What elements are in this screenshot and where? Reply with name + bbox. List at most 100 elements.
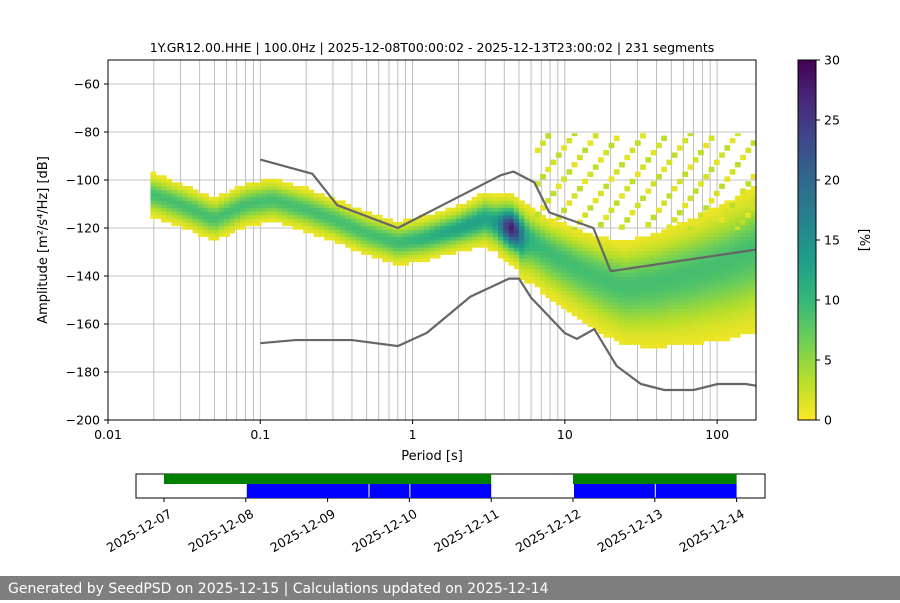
heatmap-cell: [182, 207, 188, 212]
heatmap-cell: [687, 272, 694, 277]
heatmap-cell: [598, 286, 604, 291]
heatmap-cell: [598, 315, 604, 320]
heatmap-cell: [171, 211, 178, 216]
heatmap-cell: [603, 183, 610, 187]
heatmap-cell: [619, 312, 625, 317]
heatmap-cell: [513, 204, 520, 209]
heatmap-cell: [713, 207, 720, 212]
heatmap-cell: [429, 214, 436, 219]
heatmap-cell: [645, 286, 652, 291]
heatmap-cell: [524, 211, 531, 216]
heatmap-cell: [376, 214, 383, 219]
heatmap-cell: [703, 240, 710, 245]
heatmap-cell: [176, 222, 183, 227]
heatmap-cell: [434, 232, 441, 237]
heatmap-cell: [671, 283, 678, 288]
heatmap-cell: [719, 225, 725, 230]
heatmap-cell: [571, 290, 578, 295]
heatmap-cell: [413, 243, 420, 248]
heatmap-cell: [503, 254, 510, 259]
heatmap-cell: [671, 276, 678, 281]
heatmap-cell: [598, 193, 604, 197]
heatmap-cell: [608, 294, 615, 299]
heatmap-cell: [677, 254, 683, 259]
heatmap-cell: [392, 222, 399, 227]
heatmap-cell: [476, 236, 483, 241]
heatmap-cell: [382, 250, 388, 255]
heatmap-cell: [629, 261, 636, 266]
coverage-tick-label: 2025-12-11: [431, 506, 501, 555]
heatmap-cell: [713, 333, 720, 338]
heatmap-cell: [303, 200, 309, 205]
heatmap-cell: [545, 283, 552, 288]
heatmap-cell: [608, 176, 615, 180]
heatmap-cell: [382, 229, 388, 234]
heatmap-cell: [192, 204, 199, 209]
heatmap-cell: [176, 214, 183, 219]
heatmap-cell: [740, 304, 746, 309]
heatmap-cell: [555, 229, 562, 234]
heatmap-cell: [366, 229, 373, 234]
heatmap-cell: [176, 193, 183, 198]
heatmap-cell: [534, 150, 541, 153]
heatmap-cell: [677, 225, 683, 230]
heatmap-cell: [671, 301, 678, 306]
heatmap-cell: [376, 229, 383, 234]
heatmap-cell: [666, 258, 673, 263]
heatmap-cell: [671, 250, 678, 255]
heatmap-cell: [613, 333, 620, 338]
heatmap-cell: [234, 225, 241, 230]
heatmap-cell: [397, 229, 404, 234]
heatmap-cell: [677, 286, 683, 291]
heatmap-cell: [187, 225, 194, 230]
heatmap-cell: [666, 250, 673, 255]
heatmap-cell: [645, 268, 652, 273]
heatmap-cell: [655, 247, 662, 252]
heatmap-cell: [634, 174, 641, 177]
heatmap-cell: [613, 254, 620, 259]
heatmap-cell: [182, 222, 188, 227]
heatmap-cell: [671, 232, 678, 237]
heatmap-cell: [698, 290, 704, 295]
heatmap-cell: [677, 181, 683, 185]
heatmap-cell: [524, 276, 531, 281]
heatmap-cell: [229, 207, 236, 212]
heatmap-cell: [598, 301, 604, 306]
heatmap-cell: [540, 290, 546, 295]
heatmap-cell: [571, 304, 578, 309]
heatmap-cell: [624, 219, 631, 223]
heatmap-cell: [419, 258, 425, 263]
heatmap-cell: [703, 145, 710, 149]
heatmap-cell: [634, 258, 641, 263]
heatmap-cell: [650, 279, 657, 284]
heatmap-cell: [645, 261, 652, 266]
heatmap-cell: [303, 211, 309, 216]
heatmap-cell: [608, 333, 615, 338]
heatmap-cell: [229, 222, 236, 227]
heatmap-cell: [713, 214, 720, 219]
heatmap-cell: [292, 218, 299, 223]
heatmap-cell: [655, 308, 662, 313]
heatmap-cell: [582, 178, 588, 182]
heatmap-cell: [282, 200, 288, 205]
heatmap-cell: [603, 308, 610, 313]
heatmap-cell: [508, 211, 515, 216]
heatmap-cell: [555, 258, 562, 263]
heatmap-cell: [545, 240, 552, 245]
heatmap-cell: [355, 214, 362, 219]
heatmap-cell: [540, 272, 546, 277]
heatmap-cell: [397, 232, 404, 237]
heatmap-cell: [213, 232, 220, 237]
heatmap-cell: [645, 297, 652, 302]
heatmap-cell: [492, 200, 499, 205]
heatmap-cell: [587, 279, 594, 284]
heatmap-cell: [640, 133, 646, 137]
heatmap-cell: [403, 218, 409, 223]
heatmap-cell: [666, 254, 673, 259]
heatmap-cell: [466, 225, 473, 230]
heatmap-cell: [276, 182, 283, 187]
heatmap-cell: [450, 232, 457, 237]
heatmap-cell: [371, 247, 378, 252]
heatmap-cell: [687, 333, 694, 338]
heatmap-cell: [734, 330, 741, 335]
